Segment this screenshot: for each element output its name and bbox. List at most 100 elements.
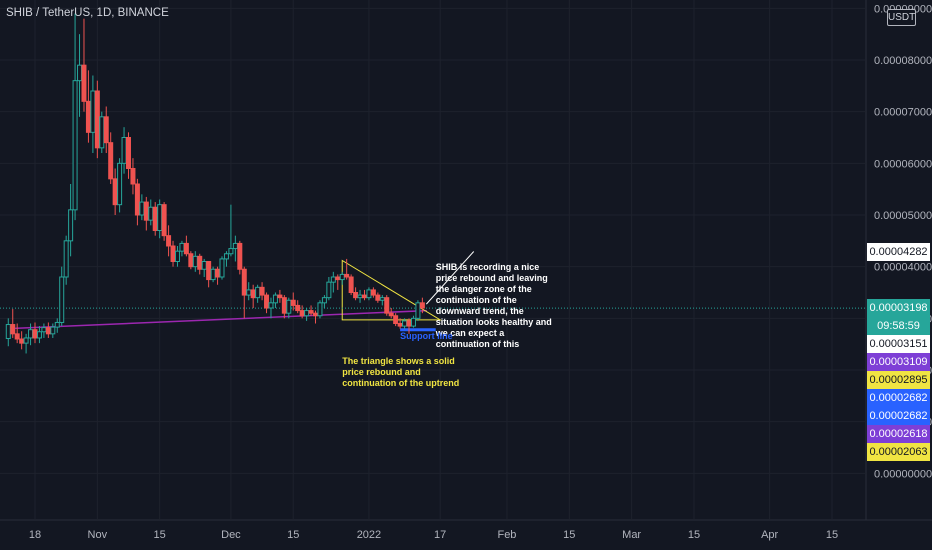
candle-body [215, 268, 221, 278]
candle [112, 168, 118, 215]
candle [410, 315, 416, 328]
candle [183, 235, 189, 257]
candle [313, 310, 319, 324]
candle [281, 295, 287, 319]
candle [268, 297, 274, 319]
candle-body [192, 255, 198, 268]
candle [321, 295, 327, 308]
candle-body [94, 90, 100, 149]
price-label-value: 0.00004282 [869, 246, 928, 259]
y-tick-label: 0.00008000 [874, 55, 932, 67]
candle-body [23, 337, 29, 344]
triangle-note: The triangle shows a solid price rebound… [342, 356, 460, 389]
candle-body [143, 201, 149, 221]
y-tick-label: 0.00000000 [874, 468, 932, 480]
x-tick-label: Apr [761, 529, 778, 541]
candle [161, 202, 167, 241]
candle [50, 323, 56, 338]
x-tick-label: 15 [563, 529, 575, 541]
candle-body [210, 268, 216, 281]
candle-body [85, 100, 91, 133]
candle [223, 251, 229, 267]
candle [237, 240, 243, 275]
x-tick-label: Nov [88, 529, 108, 541]
candle-body [402, 320, 408, 327]
trendline [8, 309, 427, 330]
candle-body [393, 315, 399, 324]
candle-body [170, 245, 176, 262]
candle-body [410, 317, 416, 327]
candle [348, 274, 354, 296]
candle [228, 204, 234, 257]
x-tick-label: 15 [287, 529, 299, 541]
candle-body [406, 320, 412, 327]
price-label-value: 0.00002682 [869, 410, 928, 423]
price-label-value: 0.00002063 [869, 446, 928, 459]
candle-body [45, 327, 51, 335]
candle [277, 289, 283, 303]
candle-body [237, 242, 243, 270]
candle-body [112, 178, 118, 206]
candle-body [317, 302, 323, 317]
candle-body [148, 206, 154, 221]
candle [68, 184, 74, 257]
candle-body [54, 321, 60, 328]
candle [14, 323, 20, 344]
candle [63, 235, 69, 285]
candle-body [370, 289, 376, 296]
candle [379, 295, 385, 306]
candle-body [99, 116, 105, 149]
candle [90, 75, 96, 153]
candle-body [77, 64, 83, 82]
candle-body [286, 299, 292, 314]
candle [148, 199, 154, 226]
candle-body [268, 302, 274, 309]
candle-body [419, 302, 425, 309]
candle [130, 158, 136, 195]
candle [290, 292, 296, 311]
candle [272, 292, 278, 308]
candle-body [103, 116, 109, 144]
rebound-note: SHIB is recording a nice price rebound a… [435, 261, 552, 349]
candle-body [126, 137, 132, 169]
candle [206, 261, 212, 288]
candle-body [32, 329, 38, 339]
candle [103, 106, 109, 153]
candle [353, 287, 359, 301]
candle-body [166, 235, 172, 247]
candle [85, 70, 91, 143]
candle-body [59, 276, 65, 323]
candle [10, 309, 16, 338]
candle-body [219, 258, 225, 278]
candle [19, 331, 25, 350]
candle-body [232, 242, 238, 250]
candle [192, 251, 198, 272]
candle [117, 158, 123, 213]
candle-body [339, 273, 345, 281]
candle [255, 284, 261, 303]
candle [259, 282, 265, 301]
candle [219, 256, 225, 280]
currency-badge[interactable]: USDT [887, 9, 916, 26]
triangle-pattern [341, 259, 442, 321]
x-tick-label: Dec [221, 529, 241, 541]
candle-body [206, 261, 212, 281]
y-tick-label: 0.00005000 [874, 210, 932, 222]
candle [264, 292, 270, 314]
candle [28, 323, 34, 346]
candle [121, 127, 127, 174]
candle-body [90, 90, 96, 133]
candle [174, 246, 180, 267]
candle-body [223, 253, 229, 260]
candle-body [188, 253, 194, 268]
x-tick-label: 17 [434, 529, 446, 541]
price-label: 0.00002063 [867, 443, 930, 462]
y-axis: 0.000000000.000010000.000020000.00003000… [874, 3, 932, 480]
candle-body [134, 183, 140, 216]
grid-lines [0, 0, 932, 521]
candle-body [366, 289, 372, 299]
candle-body [183, 242, 189, 255]
candle [215, 266, 221, 285]
candle [99, 111, 105, 153]
